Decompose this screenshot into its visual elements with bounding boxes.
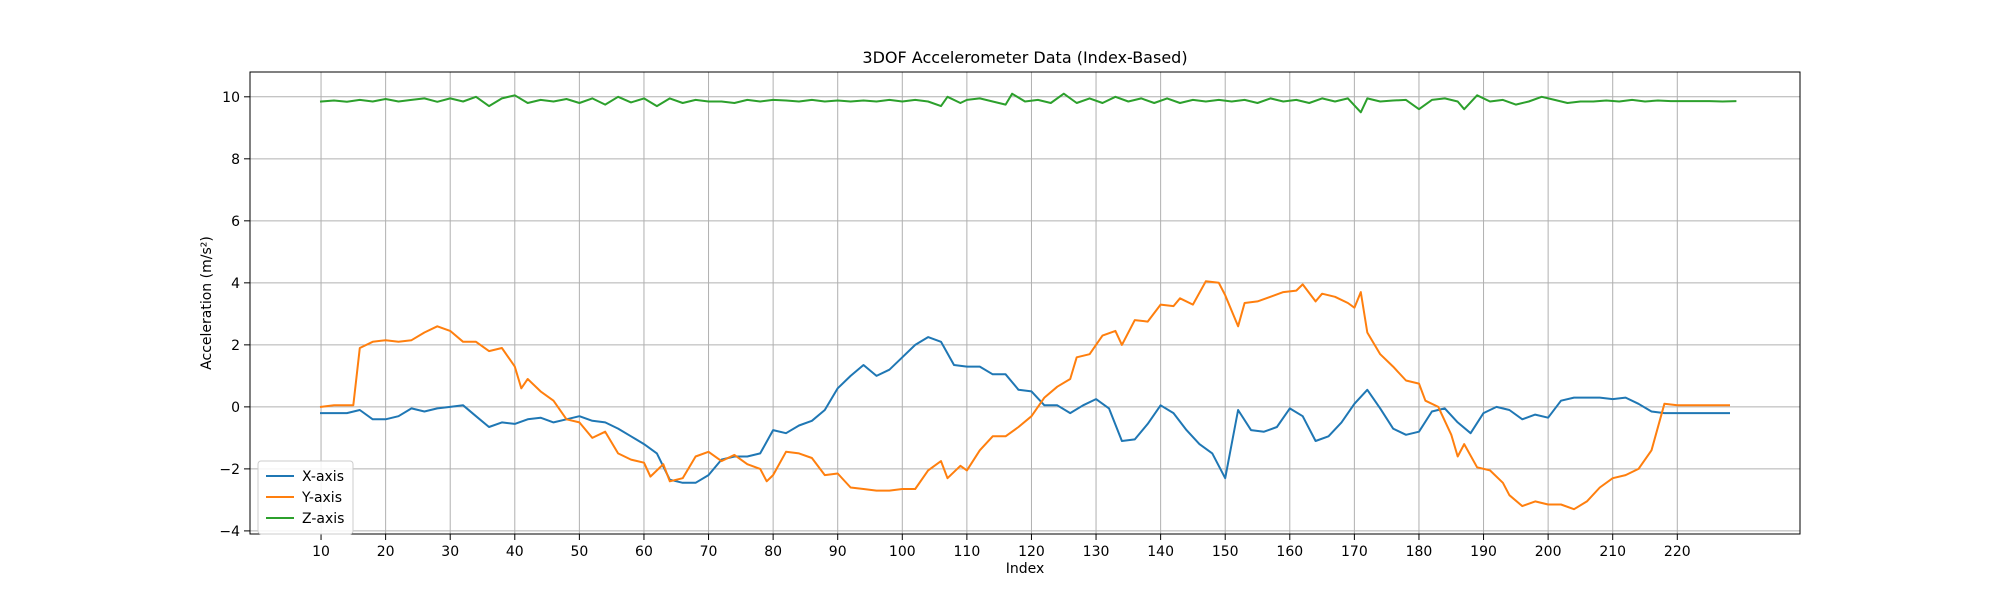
x-axis-ticks: 10 20 30 40 50 60 70 80 90 100 110 120 130 140 150 160 1… [312,534,1691,560]
x-tick-label: 190 [1470,544,1497,560]
chart-title: 3DOF Accelerometer Data (Index-Based) [862,48,1187,67]
x-tick-label: 100 [889,544,916,560]
y-axis-label: Acceleration (m/s²) [199,236,215,370]
x-tick-label: 160 [1276,544,1303,560]
legend: X-axis Y-axis Z-axis [257,460,354,535]
legend-box [257,460,354,535]
x-tick-label: 50 [570,544,588,560]
x-tick-label: 20 [377,544,395,560]
x-tick-label: 80 [764,544,782,560]
legend-label: X-axis [302,469,344,485]
y-tick-label: −4 [219,524,240,540]
x-tick-label: 130 [1083,544,1110,560]
y-tick-label: 10 [222,90,240,106]
grid-lines [250,72,1800,534]
x-tick-label: 40 [506,544,524,560]
series-lines [319,92,1737,511]
x-tick-label: 220 [1664,544,1691,560]
y-tick-label: 8 [231,152,240,168]
y-tick-label: 4 [231,276,240,292]
legend-label: Y-axis [301,490,342,506]
series-line-z-axis [319,92,1737,114]
y-tick-label: 0 [231,400,240,416]
series-line-x-axis [320,336,1730,484]
x-tick-label: 210 [1599,544,1626,560]
x-tick-label: 30 [441,544,459,560]
x-tick-label: 180 [1406,544,1433,560]
plot-area [249,71,1801,535]
x-tick-label: 10 [312,544,330,560]
x-tick-label: 70 [700,544,718,560]
x-tick-label: 170 [1341,544,1368,560]
y-tick-label: 2 [231,338,240,354]
x-tick-label: 140 [1147,544,1174,560]
y-tick-label: −2 [219,462,240,478]
x-tick-label: 150 [1212,544,1239,560]
legend-label: Z-axis [302,511,344,527]
x-tick-label: 200 [1535,544,1562,560]
x-tick-label: 90 [829,544,847,560]
x-axis-label: Index [1006,561,1045,577]
x-tick-label: 110 [954,544,981,560]
series-line-y-axis [319,280,1730,511]
x-tick-label: 60 [635,544,653,560]
y-tick-label: 6 [231,214,240,230]
x-tick-label: 120 [1018,544,1045,560]
y-axis-ticks: −4 −2 0 2 4 6 8 10 [219,90,250,540]
